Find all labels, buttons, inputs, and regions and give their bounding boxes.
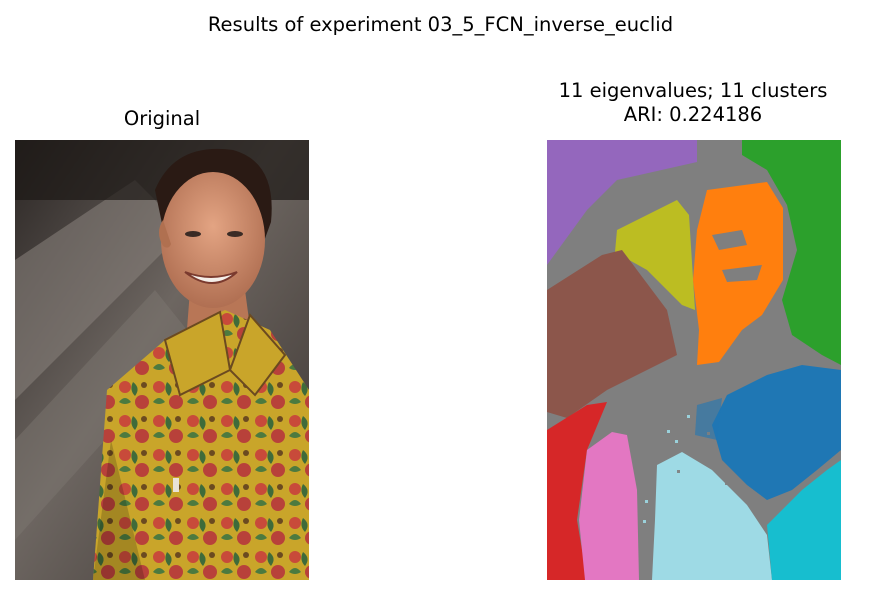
segmentation-title-line2: ARI: 0.224186 <box>623 103 763 126</box>
figure-suptitle: Results of experiment 03_5_FCN_inverse_e… <box>207 13 674 36</box>
cluster-brown <box>547 250 677 418</box>
cluster-lightcyan <box>652 452 772 580</box>
cluster-pink <box>579 432 639 580</box>
cluster-red <box>547 402 607 580</box>
cluster-green <box>742 140 841 365</box>
segmentation-map-svg <box>547 140 841 580</box>
cluster-olive <box>615 200 695 310</box>
cluster-blue <box>712 365 841 500</box>
cluster-purple <box>547 140 697 265</box>
segmentation-panel-title: 11 eigenvalues; 11 clusters ARI: 0.22418… <box>505 79 881 127</box>
original-image <box>15 140 309 580</box>
segmentation-image <box>547 140 841 580</box>
segmentation-title-line1: 11 eigenvalues; 11 clusters <box>558 79 828 102</box>
original-photo-svg <box>15 140 309 580</box>
cluster-cyan <box>767 460 841 580</box>
original-panel-title: Original <box>123 107 201 130</box>
